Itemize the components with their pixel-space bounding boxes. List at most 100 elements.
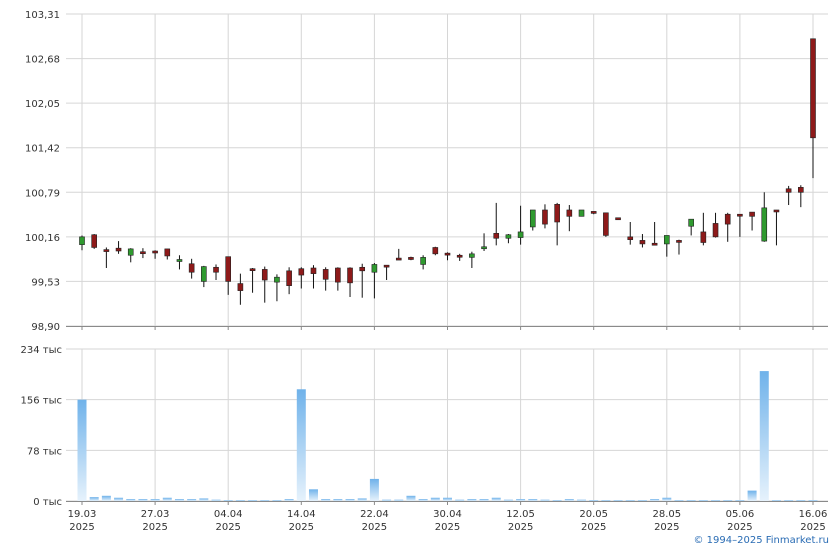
year-tick-label: 2025 [142,522,167,533]
volume-bar [308,489,318,501]
candle-body [371,264,378,273]
volume-bar [296,389,306,501]
volume-tick-label: 156 тыс [21,396,62,407]
price-tick-label: 99,53 [31,277,60,288]
date-tick-label: 30.04 [433,509,462,520]
volume-bar [516,499,526,501]
volume-bar [418,499,428,501]
candle-body [310,267,317,274]
volume-bar [114,497,124,501]
year-tick-label: 2025 [581,522,606,533]
year-tick-label: 2025 [362,522,387,533]
volume-bar [394,499,404,501]
volume-bar [479,499,489,501]
candle-body [761,207,768,242]
volume-bar [808,500,818,501]
volume-bar [686,500,696,501]
candle-body [724,213,731,225]
volume-bar [650,499,660,501]
price-grid [66,13,828,327]
price-tick-label: 100,79 [25,188,60,199]
candle-body [408,257,414,260]
candle-body [517,231,524,238]
date-tick-label: 20.05 [579,509,608,520]
candle-body [225,256,231,282]
year-tick-label: 2025 [727,522,752,533]
candle-body [700,231,707,243]
candle-body [651,242,658,246]
volume-bar [248,500,258,501]
candle-body [188,263,195,273]
candle-body [237,283,244,291]
volume-bar [796,500,806,501]
year-tick-label: 2025 [800,522,825,533]
year-tick-label: 2025 [289,522,314,533]
candle-body [615,217,621,221]
candle-body [542,209,548,225]
volume-bar [284,499,294,501]
candle-body [627,236,634,240]
year-tick-label: 2025 [69,522,94,533]
volume-bar [430,497,440,501]
candle-body [395,257,402,261]
candle-body [444,252,451,256]
volume-bar [589,500,599,501]
candle-body [798,187,804,193]
volume-bar [443,497,452,501]
volume-bar [150,499,160,501]
candle-body [298,268,305,276]
candle-body [432,247,439,255]
date-tick-label: 16.06 [799,509,828,520]
candle-body [420,257,426,265]
volume-bar [345,499,355,501]
candle-body [176,259,183,262]
volume-bar [333,499,343,501]
volume-bar [674,500,684,501]
volume-grid [66,348,828,502]
volume-bar [455,499,465,501]
candle-body [481,246,487,250]
copyright-footer[interactable]: © 1994–2025 Finmarket.ru [693,535,829,546]
year-tick-label: 2025 [435,522,460,533]
price-tick-label: 102,05 [25,99,60,110]
volume-bar [89,497,99,501]
candle-body [773,209,780,213]
volume-bar [235,500,245,501]
candle-body [639,240,646,245]
volume-bar [211,499,221,501]
candle-body [322,269,329,280]
price-tick-label: 103,31 [25,10,60,21]
volume-bar [540,499,550,501]
volume-tick-label: 234 тыс [21,345,62,356]
date-tick-label: 28.05 [652,509,681,520]
date-tick-label: 19.03 [68,509,97,520]
volume-bar [771,500,781,501]
volume-bar [162,497,172,501]
candle-body [140,251,146,255]
candle-body [505,234,512,239]
candle-body [578,209,585,217]
date-tick-label: 27.03 [141,509,170,520]
volume-bar [199,498,209,501]
year-tick-label: 2025 [508,522,533,533]
date-tick-label: 04.04 [214,509,243,520]
price-axis-ticks: 103,31 102,68 102,05 101,42 100,79 100,16 99,5… [25,10,60,333]
candle-body [676,240,682,243]
candle-body [164,248,171,257]
candle-body [347,267,353,284]
volume-bar [357,498,367,501]
volume-bar [662,497,672,501]
year-tick-label: 2025 [215,522,240,533]
volume-bar [467,499,477,501]
candle-body [79,236,85,245]
candle-body [286,270,292,286]
volume-bar [784,500,794,501]
candle-body [115,247,122,252]
candle-body [359,266,366,272]
volume-bar [747,490,757,501]
volume-bar [552,500,562,501]
volume-bar [503,499,513,501]
candle-body [712,223,719,238]
date-axis-ticks: 19.03 2025 27.03 2025 04.04 2025 14.04 2025 22.0… [68,509,828,533]
volume-bar [187,499,197,501]
